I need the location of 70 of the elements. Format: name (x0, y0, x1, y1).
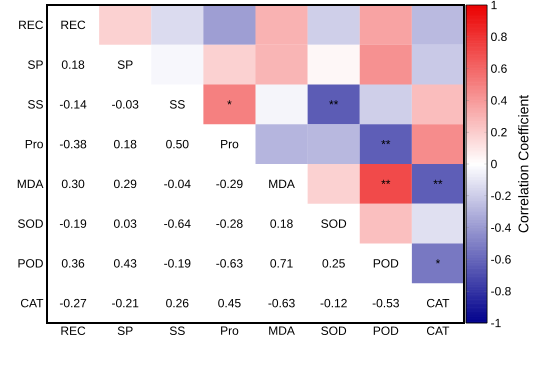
x-tick-label: CAT (426, 326, 450, 336)
color-bar-label: 0.8 (491, 32, 507, 42)
data-label: ** (381, 140, 390, 144)
color-bar-label: -0.8 (491, 286, 511, 296)
color-bar-label: -0.2 (491, 192, 511, 200)
text: REC (61, 20, 86, 30)
y-tick-label: CAT (20, 298, 44, 308)
text: 0.71 (270, 259, 293, 268)
text: -0.19 (164, 259, 190, 268)
text: -0.63 (216, 259, 243, 268)
text: -0.27 (60, 298, 86, 308)
text: POD (374, 259, 398, 268)
text: MDA (269, 180, 295, 188)
text: 0.50 (166, 140, 189, 148)
text: -0.19 (60, 219, 86, 228)
text: -0.12 (320, 298, 347, 308)
y-tick-label: Pro (26, 140, 43, 148)
text: 0.18 (270, 219, 293, 228)
text: 0.26 (166, 298, 188, 308)
color-bar-label: 0.4 (491, 96, 507, 105)
y-tick-label: SP (28, 60, 43, 69)
text: -0.63 (268, 298, 295, 308)
color-bar-label: 0 (491, 160, 497, 168)
text: CAT (426, 298, 450, 308)
text: 0.36 (62, 259, 84, 268)
y-tick-label: MDA (18, 180, 44, 188)
text: -0.28 (216, 219, 243, 228)
text: Pro (221, 140, 238, 148)
text: 0.18 (62, 60, 84, 69)
y-tick-label: POD (18, 259, 43, 268)
color-bar-title: Correlation Coefficient (518, 94, 528, 232)
y-tick-label: REC (19, 20, 44, 30)
color-bar-label: -0.4 (491, 223, 511, 232)
x-tick-label: SOD (321, 326, 346, 336)
text: 0.29 (114, 180, 136, 188)
color-bar-label: 0.6 (491, 64, 507, 73)
x-tick-label: MDA (269, 326, 295, 335)
text: SOD (321, 219, 346, 228)
text: 0.43 (114, 259, 136, 268)
text: 0.30 (62, 180, 84, 188)
text: 0.18 (114, 140, 136, 148)
data-label: * (227, 100, 232, 104)
color-bar-label: 0.2 (491, 128, 507, 136)
text: -0.29 (216, 180, 243, 188)
text: -0.53 (372, 298, 399, 308)
color-bar-label: -1 (491, 318, 501, 328)
text: 0.45 (218, 298, 241, 308)
text: -0.14 (60, 100, 86, 109)
text: -0.04 (164, 180, 191, 188)
text: 0.03 (114, 219, 136, 228)
y-tick-label: SS (28, 100, 43, 109)
text: SP (118, 60, 133, 69)
text: SS (170, 100, 185, 109)
text: 0.25 (322, 259, 345, 268)
y-tick-label: SOD (18, 219, 43, 228)
text: -0.03 (112, 100, 138, 109)
x-tick-label: Pro (221, 326, 238, 335)
x-tick-label: SP (118, 326, 133, 336)
data-label: ** (381, 180, 390, 184)
text: -0.64 (164, 219, 191, 228)
data-label: ** (329, 100, 338, 104)
data-label: * (436, 259, 440, 264)
text: -0.21 (112, 298, 138, 308)
text: -0.38 (60, 140, 86, 148)
x-tick-label: REC (61, 326, 86, 336)
data-label: ** (433, 180, 442, 184)
x-tick-label: SS (170, 326, 185, 336)
color-bar-label: 1 (492, 0, 497, 10)
x-tick-label: POD (374, 326, 398, 336)
color-bar-label: -0.6 (491, 255, 511, 264)
